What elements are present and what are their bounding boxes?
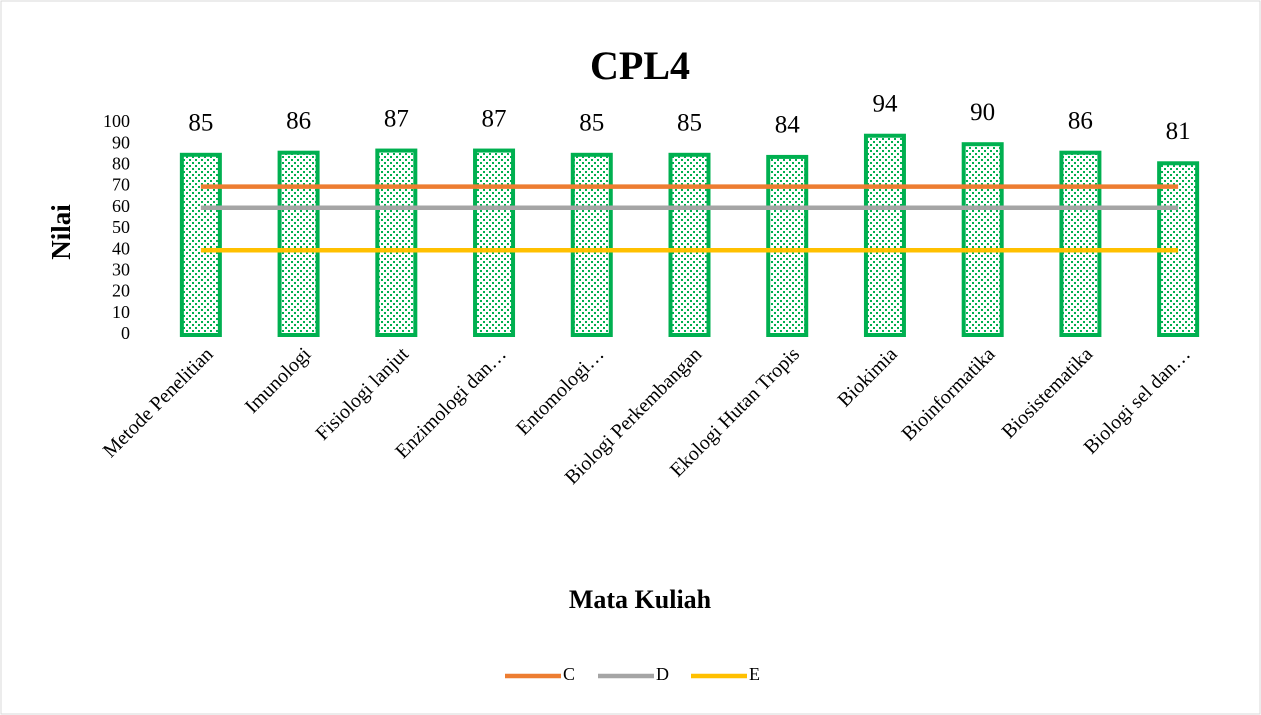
chart-title: CPL4 [590, 43, 690, 88]
y-tick-label: 80 [112, 154, 130, 174]
y-tick-label: 20 [112, 281, 130, 301]
bar [961, 142, 1004, 337]
x-axis-label: Mata Kuliah [569, 585, 712, 614]
data-label: 85 [677, 110, 702, 137]
bar [863, 133, 906, 337]
y-axis-label: Nilai [46, 204, 76, 260]
legend-label: D [656, 664, 669, 684]
bar [277, 150, 320, 337]
bar [766, 154, 809, 337]
bar [1059, 150, 1102, 337]
y-tick-label: 60 [112, 196, 130, 216]
y-tick-label: 90 [112, 132, 130, 152]
y-tick-label: 70 [112, 175, 130, 195]
y-tick-label: 0 [121, 323, 130, 343]
bar [668, 152, 711, 337]
y-tick-label: 100 [103, 111, 130, 131]
bar [570, 152, 613, 337]
data-label: 84 [775, 112, 801, 139]
bar [179, 152, 222, 337]
y-tick-label: 30 [112, 260, 130, 280]
bar [473, 148, 516, 337]
data-label: 85 [188, 110, 213, 137]
data-label: 86 [1068, 107, 1093, 134]
data-label: 87 [384, 105, 409, 132]
y-tick-label: 50 [112, 217, 130, 237]
data-label: 86 [286, 107, 311, 134]
bar [375, 148, 418, 337]
data-label: 81 [1166, 118, 1191, 145]
y-tick-label: 10 [112, 302, 130, 322]
data-label: 85 [579, 110, 604, 137]
data-label: 94 [872, 90, 898, 117]
y-tick-label: 40 [112, 238, 130, 258]
data-label: 90 [970, 99, 995, 126]
data-label: 87 [482, 105, 507, 132]
legend-label: C [563, 664, 575, 684]
legend-label: E [749, 664, 760, 684]
